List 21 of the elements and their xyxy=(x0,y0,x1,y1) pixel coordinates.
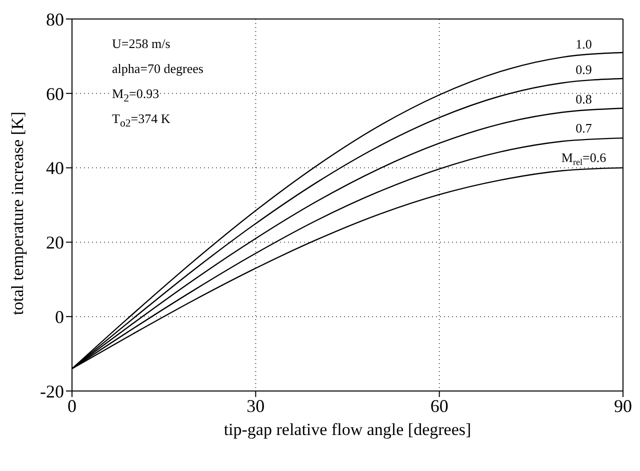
series-label: 0.7 xyxy=(576,120,592,136)
series-label: 0.8 xyxy=(576,91,592,106)
annotation: U=258 m/s xyxy=(112,36,170,52)
y-tick-label: 40 xyxy=(46,158,64,178)
y-tick-label: -20 xyxy=(40,381,64,402)
y-axis-title: total temperature increase [K] xyxy=(8,112,28,315)
y-tick-label: 20 xyxy=(46,232,64,253)
x-tick-label: 0 xyxy=(68,396,76,416)
x-tick-label: 60 xyxy=(430,396,448,416)
y-tick-label: 0 xyxy=(55,306,64,327)
series-label: 0.9 xyxy=(576,62,592,77)
x-axis-title: tip-gap relative flow angle [degrees] xyxy=(224,420,472,439)
x-tick-label: 30 xyxy=(246,396,265,416)
series-label: 1.0 xyxy=(576,36,592,52)
annotation: T$_{o2}$=374 K xyxy=(112,111,170,132)
series-label: M$_{rel}$=0.6 xyxy=(561,150,607,166)
y-tick-label: 60 xyxy=(46,84,64,104)
y-tick-label: 80 xyxy=(46,9,64,30)
annotation: M$_{2}$=0.93 xyxy=(112,86,160,107)
annotation: alpha=70 degrees xyxy=(112,61,204,77)
x-tick-label: 90 xyxy=(614,396,632,416)
